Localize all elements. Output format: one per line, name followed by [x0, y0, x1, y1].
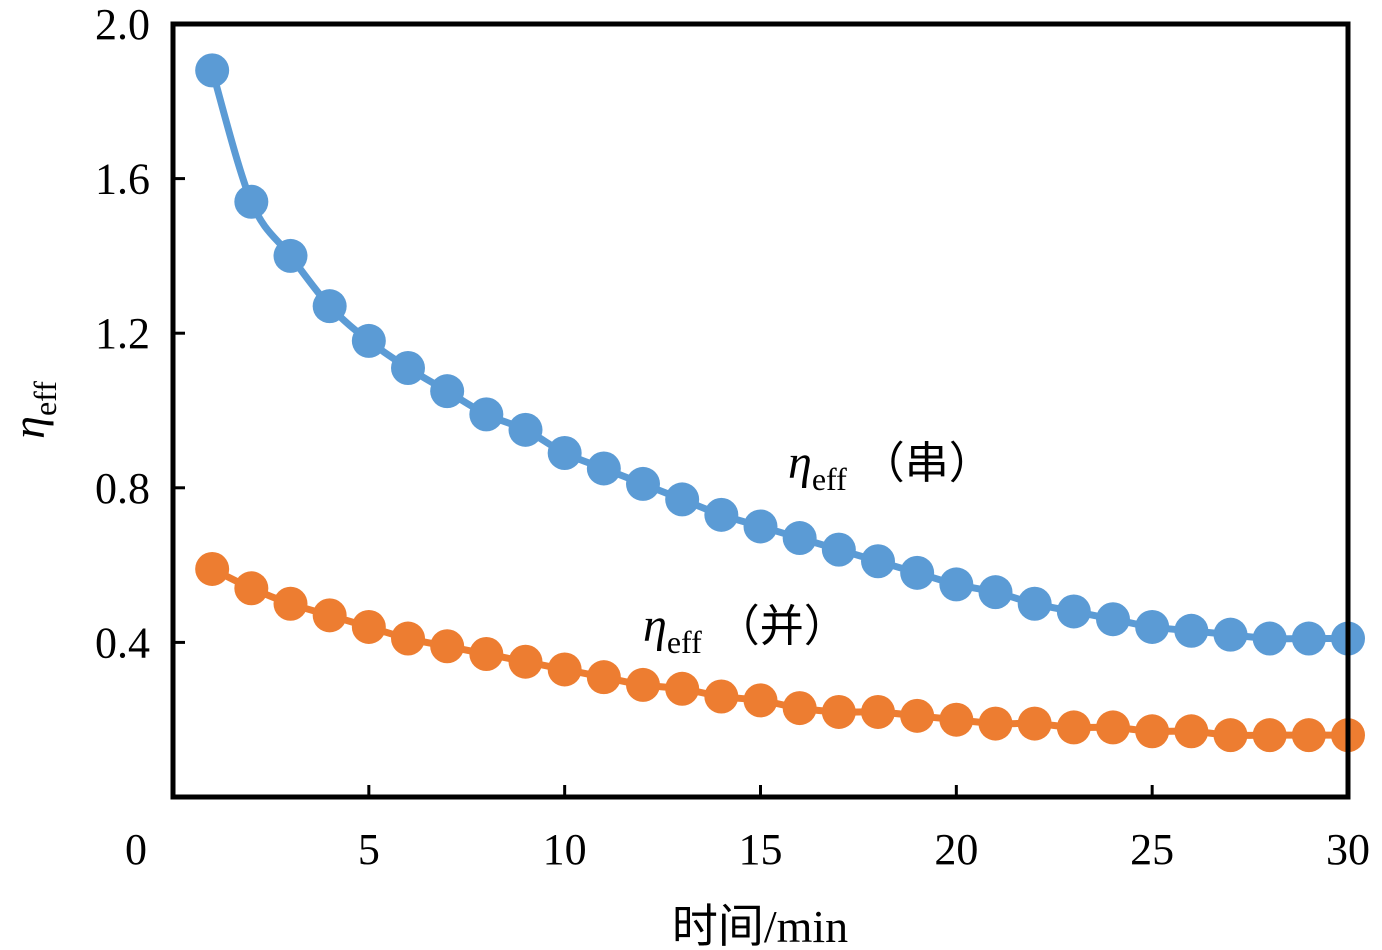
data-point-1 — [312, 598, 347, 633]
plot-frame — [170, 21, 1351, 800]
data-point-0 — [1174, 613, 1209, 648]
data-point-0 — [508, 412, 543, 447]
data-point-1 — [273, 586, 308, 621]
data-point-1 — [234, 571, 269, 606]
data-point-0 — [391, 350, 425, 385]
data-point-1 — [1291, 718, 1326, 753]
data-point-0 — [1096, 602, 1130, 637]
series-label-parallel-symbol: η — [643, 599, 667, 652]
data-point-1 — [821, 694, 856, 729]
data-point-0 — [782, 521, 817, 556]
data-point-0 — [900, 555, 935, 590]
y-tick-label: 0.4 — [95, 618, 150, 667]
series-label-parallel-paren: （并） — [716, 602, 848, 651]
y-tick-label: 2.0 — [95, 0, 150, 49]
data-point-1 — [508, 644, 543, 679]
data-point-0 — [547, 436, 582, 471]
data-point-1 — [978, 706, 1013, 741]
data-point-0 — [1291, 621, 1326, 656]
data-point-0 — [1135, 609, 1170, 644]
x-axis-ticks: 0 5 10 15 20 25 30 — [125, 785, 1370, 874]
data-point-0 — [861, 544, 895, 579]
y-axis-title-subscript: eff — [27, 381, 63, 416]
data-point-1 — [704, 679, 739, 714]
series-line-0 — [208, 66, 1352, 643]
series-label-parallel: ηeff （并） — [643, 599, 848, 660]
x-tick-label: 30 — [1326, 825, 1370, 874]
data-point-0 — [586, 451, 621, 486]
data-point-1 — [782, 691, 817, 726]
data-point-1 — [1213, 718, 1248, 753]
x-tick-label: 15 — [739, 825, 783, 874]
data-point-0 — [430, 374, 465, 409]
data-point-0 — [1213, 617, 1248, 652]
y-tick-label: 0.8 — [95, 464, 150, 513]
data-point-1 — [1096, 710, 1130, 745]
data-point-1 — [900, 698, 935, 733]
data-point-0 — [1252, 621, 1287, 656]
data-point-0 — [312, 289, 347, 324]
series-label-parallel-subscript: eff — [667, 624, 702, 660]
data-point-0 — [195, 53, 230, 88]
x-tick-label: 20 — [934, 825, 978, 874]
x-tick-label: 10 — [543, 825, 587, 874]
x-tick-label: 0 — [125, 825, 147, 874]
data-point-1 — [351, 609, 386, 644]
data-point-1 — [391, 621, 425, 656]
data-point-1 — [743, 683, 778, 718]
y-axis-title-symbol: η — [3, 416, 54, 439]
data-point-0 — [704, 497, 739, 532]
data-point-0 — [743, 509, 778, 544]
data-point-1 — [547, 652, 582, 687]
data-point-1 — [626, 667, 660, 702]
y-tick-label: 1.6 — [95, 155, 150, 204]
y-axis-title: ηeff — [3, 381, 63, 439]
data-point-0 — [939, 567, 974, 602]
data-point-1 — [939, 702, 974, 737]
series-label-series-paren: （串） — [861, 439, 993, 488]
data-point-1 — [1174, 714, 1209, 749]
data-point-0 — [1056, 594, 1091, 629]
data-point-1 — [1135, 714, 1170, 749]
series-label-series-symbol: η — [788, 436, 812, 489]
data-point-1 — [1017, 706, 1052, 741]
data-point-0 — [273, 238, 308, 273]
data-point-1 — [195, 551, 230, 586]
data-point-0 — [665, 482, 700, 517]
data-point-0 — [351, 323, 386, 358]
series-label-series-subscript: eff — [812, 461, 847, 497]
y-axis-ticks: 0.4 0.8 1.2 1.6 2.0 — [95, 0, 185, 667]
x-tick-label: 5 — [358, 825, 380, 874]
data-point-0 — [821, 532, 856, 567]
series-label-series: ηeff （串） — [788, 436, 993, 497]
data-point-1 — [861, 694, 895, 729]
data-point-1 — [586, 660, 621, 695]
data-point-1 — [1056, 710, 1091, 745]
data-point-0 — [626, 466, 660, 501]
x-axis-title: 时间/min — [672, 901, 848, 950]
data-point-0 — [1017, 586, 1052, 621]
data-point-1 — [665, 671, 700, 706]
data-point-1 — [430, 629, 465, 664]
data-point-0 — [469, 397, 504, 432]
data-point-0 — [978, 575, 1013, 610]
series-line-1 — [208, 565, 1352, 739]
data-point-1 — [1252, 718, 1287, 753]
data-point-1 — [469, 636, 504, 671]
series-layer — [195, 53, 1365, 753]
x-tick-label: 25 — [1130, 825, 1174, 874]
y-tick-label: 1.2 — [95, 309, 150, 358]
data-point-0 — [234, 184, 269, 219]
